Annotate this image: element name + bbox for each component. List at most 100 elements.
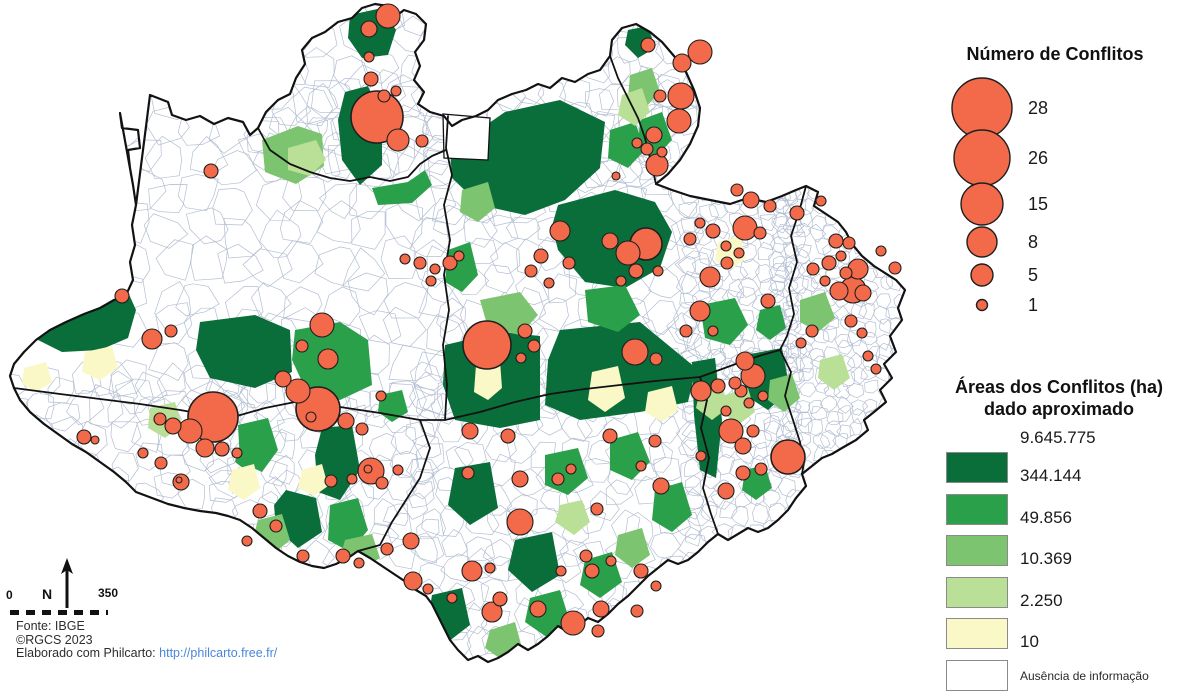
- conflict-marker: [666, 108, 692, 134]
- legend-swatch: [946, 452, 1008, 483]
- conflict-marker: [579, 549, 593, 563]
- philcarto-link[interactable]: http://philcarto.free.fr/: [159, 646, 278, 660]
- conflict-marker: [137, 447, 149, 459]
- conflict-marker: [733, 247, 745, 259]
- conflict-marker: [363, 464, 373, 474]
- area-patch: [460, 182, 495, 222]
- conflict-marker: [309, 312, 335, 338]
- area-patch: [618, 88, 650, 126]
- conflict-marker: [835, 250, 847, 262]
- area-patch: [652, 482, 692, 532]
- conflict-marker: [337, 412, 355, 430]
- area-patch: [22, 362, 52, 392]
- area-patch: [196, 315, 292, 388]
- conflict-marker: [402, 532, 420, 550]
- conflict-marker: [720, 405, 732, 417]
- conflict-marker: [705, 223, 721, 239]
- area-patch: [505, 144, 536, 176]
- conflict-marker: [375, 3, 401, 29]
- legend-swatch: [946, 535, 1008, 566]
- conflict-marker: [829, 281, 849, 301]
- source-line-fonte: Fonte: IBGE: [16, 619, 85, 633]
- conflict-marker: [690, 380, 712, 402]
- conflict-marker: [533, 248, 549, 264]
- area-patch: [615, 528, 650, 568]
- conflict-marker: [592, 600, 610, 618]
- conflict-marker: [562, 256, 576, 270]
- legend-areas-title: Áreas dos Conflitos (ha) dado aproximado: [928, 376, 1190, 420]
- conflict-marker: [175, 476, 183, 484]
- conflict-marker: [615, 240, 641, 266]
- conflict-marker: [645, 126, 663, 144]
- conflict-marker: [415, 134, 429, 148]
- conflict-marker: [631, 137, 643, 149]
- legend-swatch: [946, 618, 1008, 649]
- conflict-marker: [795, 337, 807, 349]
- conflict-marker: [195, 438, 215, 458]
- conflict-marker: [481, 601, 503, 623]
- area-patch: [608, 122, 645, 168]
- conflict-marker: [679, 324, 693, 338]
- conflict-marker: [506, 508, 534, 536]
- conflict-marker: [591, 624, 605, 638]
- conflict-marker: [815, 195, 827, 207]
- area-patch: [585, 285, 640, 332]
- conflict-marker: [274, 370, 292, 388]
- area-patch: [722, 388, 755, 425]
- legend-circle-5: [970, 263, 994, 287]
- conflict-marker: [730, 183, 744, 197]
- conflict-marker: [584, 563, 600, 579]
- conflict-marker: [683, 232, 697, 246]
- conflict-marker: [346, 473, 358, 485]
- conflict-marker: [141, 328, 163, 350]
- conflict-marker: [511, 470, 529, 488]
- legend-circle-value: 26: [1028, 148, 1048, 168]
- conflict-marker: [640, 142, 654, 156]
- conflict-marker: [621, 338, 649, 366]
- north-arrow-icon: [61, 558, 73, 608]
- conflict-marker: [699, 266, 721, 288]
- conflict-marker: [285, 378, 311, 404]
- conflict-marker: [363, 51, 375, 63]
- conflict-marker: [653, 89, 667, 103]
- legend-swatch: [946, 576, 1008, 608]
- area-patch: [298, 464, 328, 496]
- area-patch: [228, 464, 260, 500]
- conflict-marker: [707, 325, 719, 337]
- area-patch: [768, 374, 800, 412]
- area-patch: [448, 462, 498, 525]
- conflict-marker: [350, 90, 404, 144]
- conflict-marker: [828, 233, 844, 249]
- source-line-rgcs: ©RGCS 2023: [16, 632, 93, 647]
- conflict-marker: [694, 217, 706, 229]
- conflict-marker: [753, 226, 767, 240]
- legend-class-value: 10.369: [1020, 549, 1072, 568]
- conflict-marker: [76, 429, 92, 445]
- legend-class-value: 344.144: [1020, 466, 1082, 485]
- area-patch: [588, 366, 625, 412]
- area-patch: [645, 386, 678, 422]
- legend-class-value: 2.250: [1020, 590, 1063, 610]
- conflict-marker: [590, 502, 604, 516]
- conflict-marker: [888, 261, 902, 275]
- conflict-marker: [90, 435, 100, 445]
- conflict-markers: [76, 3, 902, 638]
- area-patch: [82, 346, 118, 380]
- area-patch: [508, 532, 560, 592]
- conflict-marker: [231, 447, 243, 459]
- conflict-marker: [386, 128, 410, 152]
- conflict-marker: [757, 390, 769, 402]
- conflict-marker: [154, 456, 168, 470]
- conflict-marker: [728, 376, 742, 390]
- conflict-marker: [717, 482, 735, 500]
- north-indicator: N: [36, 558, 126, 614]
- area-patch: [756, 305, 786, 340]
- legend-circle-8: [966, 226, 998, 258]
- conflict-marker: [640, 37, 656, 53]
- conflict-marker: [324, 474, 338, 488]
- legend-conflicts-symbols: 28 26 15 8 5 1: [951, 77, 1048, 315]
- conflict-marker: [392, 464, 404, 476]
- conflict-marker: [214, 441, 230, 457]
- conflict-marker: [529, 600, 547, 618]
- conflict-marker: [635, 460, 647, 472]
